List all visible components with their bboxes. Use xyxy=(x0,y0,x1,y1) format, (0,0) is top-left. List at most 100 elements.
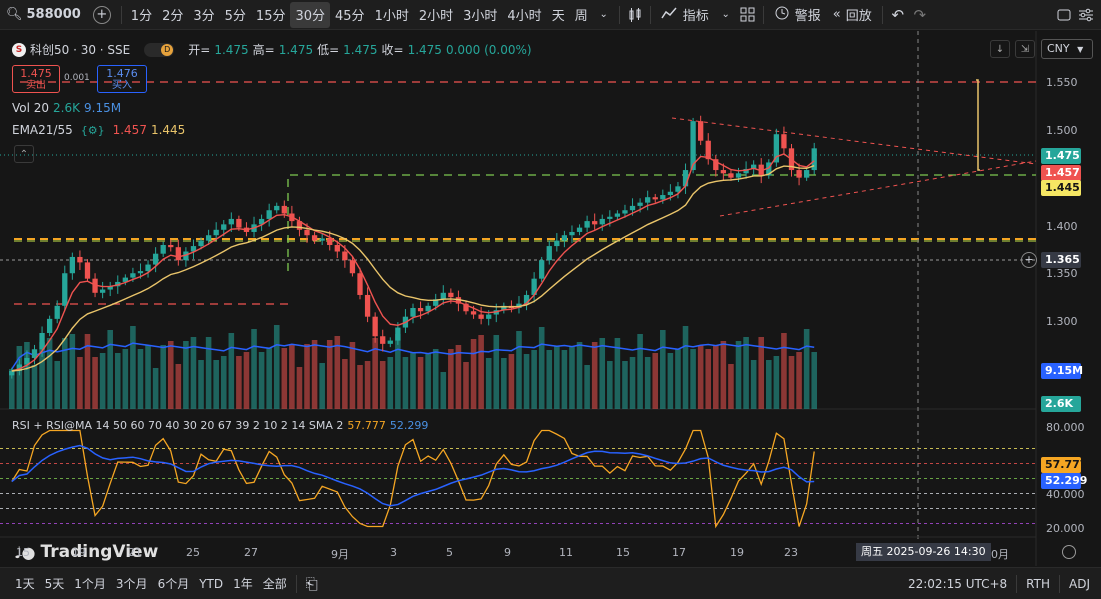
currency-select[interactable]: CNY ▼ xyxy=(1041,39,1093,59)
interval-button[interactable]: 15分 xyxy=(255,9,286,24)
rsi-legend[interactable]: RSI + RSI@MA 14 50 60 70 40 30 20 67 39 … xyxy=(12,419,428,432)
volume-bar xyxy=(296,367,303,409)
ema55-value: 1.445 xyxy=(150,123,186,137)
add-alert-icon[interactable]: + xyxy=(1021,252,1037,268)
volume-bar xyxy=(39,342,45,409)
range-button[interactable]: 1个月 xyxy=(74,577,106,591)
interval-button[interactable]: 1分 xyxy=(130,9,153,24)
layout-grid-icon[interactable] xyxy=(737,4,759,26)
interval-button[interactable]: 3小时 xyxy=(463,9,498,24)
reset-scale-icon[interactable] xyxy=(1062,545,1076,559)
collapse-legend-button[interactable]: ⌃ xyxy=(14,145,34,163)
candle-body xyxy=(198,240,204,247)
interval-button[interactable]: 45分 xyxy=(335,9,365,24)
time-axis-label: 15 xyxy=(616,546,630,559)
candle-body xyxy=(221,224,227,230)
ema-legend[interactable]: EMA21/55 {⚙} 1.457 1.445 xyxy=(12,123,185,137)
candle-body xyxy=(546,246,552,261)
volume-bar xyxy=(175,364,182,409)
redo-icon[interactable]: ↷ xyxy=(913,5,927,24)
candle-body xyxy=(523,294,530,304)
candle-body xyxy=(576,227,583,232)
add-symbol-icon[interactable]: + xyxy=(92,5,111,24)
volume-bar xyxy=(183,341,189,409)
chart-pane[interactable]: S 科创50 · 30 · SSE D 开= 1.475 高= 1.475 低= 1.… xyxy=(0,31,1101,566)
ema21-price-tag: 1.457 xyxy=(1041,165,1081,181)
candle-body xyxy=(410,308,416,317)
volume-bar xyxy=(236,356,242,409)
volume-bar xyxy=(660,330,666,409)
candle-body xyxy=(99,289,106,293)
volume-bar xyxy=(637,334,643,409)
interval-button[interactable]: 5分 xyxy=(224,9,246,24)
candle-body xyxy=(39,332,45,350)
chart-canvas[interactable] xyxy=(0,31,1101,566)
candle-type-icon[interactable] xyxy=(624,4,646,26)
range-button[interactable]: 全部 xyxy=(262,577,287,591)
volume-bar xyxy=(614,338,621,409)
interval-button[interactable]: 3分 xyxy=(193,9,215,24)
volume-bar xyxy=(766,360,772,409)
alert-button[interactable]: 警报 xyxy=(768,2,827,28)
time-axis-label: 5 xyxy=(446,546,453,559)
candle-body xyxy=(16,364,23,371)
volume-bar xyxy=(554,346,560,409)
replay-button[interactable]: « 回放 xyxy=(827,2,878,28)
open-label: 开= xyxy=(188,43,211,57)
sell-button[interactable]: 1.475 卖出 xyxy=(12,65,60,93)
session-toggle[interactable]: D xyxy=(144,42,175,57)
fullscreen-icon[interactable]: ⇲ xyxy=(1015,40,1035,58)
adj-toggle[interactable]: ADJ xyxy=(1069,576,1090,591)
rsi-ma-tag: 52.299 xyxy=(1041,473,1087,489)
volume-bar xyxy=(743,337,749,409)
interval-button[interactable]: 30分 xyxy=(290,1,331,28)
range-button[interactable]: 6个月 xyxy=(157,577,190,591)
time-axis-label: 15 xyxy=(16,546,30,559)
goto-date-icon[interactable]: ⎗ xyxy=(305,574,318,593)
time-axis-label: 19 xyxy=(72,546,86,559)
chevron-down-icon[interactable]: ⌄ xyxy=(599,9,608,20)
interval-button[interactable]: 2小时 xyxy=(418,9,454,24)
range-button[interactable]: YTD xyxy=(199,576,224,591)
candle-body xyxy=(720,170,727,174)
interval-button[interactable]: 天 xyxy=(551,9,565,24)
range-button[interactable]: 5天 xyxy=(44,577,65,591)
volume-bar xyxy=(46,338,53,409)
indicators-button[interactable]: 指标 xyxy=(655,2,715,28)
symbol-search[interactable]: 🔍︎ 588000 xyxy=(0,2,87,28)
time-axis-label: 23 xyxy=(784,546,798,559)
range-button[interactable]: 1年 xyxy=(233,577,253,591)
chevron-down-icon[interactable]: ⌄ xyxy=(721,9,730,20)
candle-body xyxy=(31,349,38,358)
volume-bar xyxy=(395,334,401,409)
candle-body xyxy=(183,251,189,261)
interval-button[interactable]: 1小时 xyxy=(374,9,409,24)
undo-icon[interactable]: ↶ xyxy=(891,5,905,24)
volume-bar xyxy=(213,360,219,409)
time-axis-label: 9 xyxy=(504,546,511,559)
symbol-title[interactable]: 科创50 · 30 · SSE xyxy=(30,43,131,57)
volume-legend[interactable]: Vol 20 2.6K 9.15M xyxy=(12,101,121,115)
buy-button[interactable]: 1.476 买入 xyxy=(97,65,147,93)
rth-toggle[interactable]: RTH xyxy=(1026,576,1050,591)
window-icon[interactable] xyxy=(1053,4,1075,26)
download-icon[interactable]: ↓ xyxy=(990,40,1010,58)
clock-label[interactable]: 22:02:15 UTC+8 xyxy=(907,576,1008,591)
interval-button[interactable]: 2分 xyxy=(162,9,184,24)
volume-bar xyxy=(266,348,272,409)
volume-bar xyxy=(516,331,522,409)
divider xyxy=(1016,574,1018,593)
volume-bar xyxy=(576,342,583,409)
volume-bar xyxy=(31,365,38,409)
candle-body xyxy=(803,170,810,178)
ema-settings-icon[interactable]: {⚙} xyxy=(80,123,105,137)
volume-bar xyxy=(220,356,227,409)
range-button[interactable]: 1天 xyxy=(15,577,35,591)
range-button[interactable]: 3个月 xyxy=(115,577,148,591)
interval-button[interactable]: 周 xyxy=(574,9,588,24)
candle-body xyxy=(84,262,91,279)
interval-button[interactable]: 4小时 xyxy=(507,9,542,24)
volume-bar xyxy=(644,357,651,409)
settings-sliders-icon[interactable] xyxy=(1075,4,1097,26)
candle-body xyxy=(486,314,492,319)
